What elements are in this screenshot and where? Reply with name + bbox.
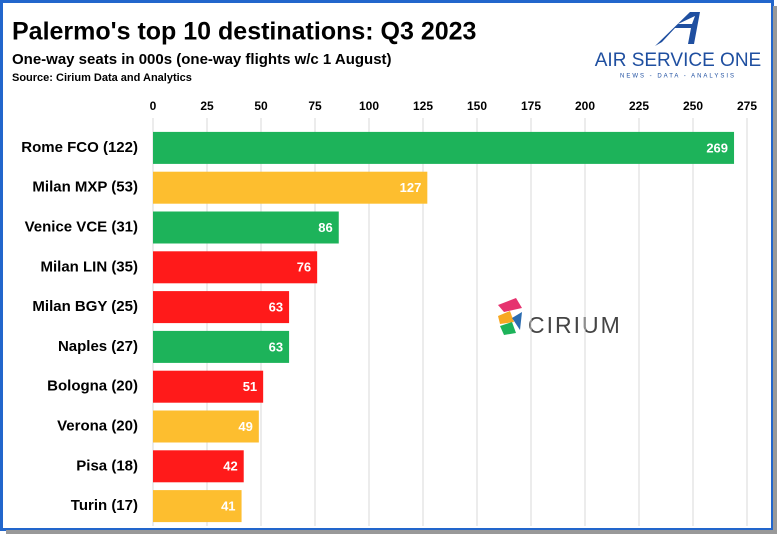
y-tick-label: Pisa (18)	[76, 457, 138, 474]
x-tick-label: 100	[359, 99, 379, 113]
x-tick-label: 50	[254, 99, 268, 113]
air-service-one-logo: AIR SERVICE ONE NEWS - DATA - ANALYSIS	[595, 12, 761, 80]
value-label: 63	[269, 339, 283, 354]
logo-mark	[498, 311, 514, 324]
logo-mark	[512, 312, 522, 330]
cirium-logo: CIRIUM	[498, 298, 622, 338]
value-label: 86	[318, 220, 332, 235]
y-tick-label: Milan MXP (53)	[32, 179, 138, 196]
logo-mark	[500, 322, 516, 335]
logo-name: AIR SERVICE ONE	[595, 50, 761, 71]
bar	[153, 211, 339, 244]
value-label: 269	[706, 140, 728, 155]
x-tick-label: 250	[683, 99, 703, 113]
x-tick-label: 125	[413, 99, 433, 113]
value-label: 76	[297, 260, 311, 275]
bar	[153, 450, 244, 483]
logo-tagline: NEWS - DATA - ANALYSIS	[620, 74, 736, 80]
logo-name: CIRIUM	[528, 312, 622, 338]
y-tick-label: Milan BGY (25)	[32, 298, 138, 315]
x-tick-label: 25	[200, 99, 214, 113]
y-tick-label: Bologna (20)	[47, 378, 138, 395]
y-tick-label: Naples (27)	[58, 338, 138, 355]
bar	[153, 251, 318, 284]
value-label: 127	[400, 180, 422, 195]
x-tick-label: 175	[521, 99, 541, 113]
x-tick-label: 200	[575, 99, 595, 113]
value-label: 63	[269, 300, 283, 315]
y-tick-label: Venice VCE (31)	[25, 218, 138, 235]
bar	[153, 291, 290, 324]
x-tick-label: 0	[150, 99, 157, 113]
bar	[153, 131, 735, 164]
x-tick-label: 75	[308, 99, 322, 113]
bar	[153, 410, 259, 443]
x-tick-label: 225	[629, 99, 649, 113]
bar	[153, 370, 264, 403]
value-label: 42	[223, 459, 237, 474]
bar	[153, 330, 290, 363]
chart-source: Source: Cirium Data and Analytics	[12, 72, 192, 84]
value-label: 49	[238, 419, 252, 434]
bar	[153, 171, 428, 204]
chart-subtitle: One-way seats in 000s (one-way flights w…	[12, 51, 392, 68]
x-tick-label: 150	[467, 99, 487, 113]
y-tick-label: Rome FCO (122)	[21, 139, 138, 156]
value-label: 51	[243, 379, 257, 394]
shadow	[6, 530, 777, 534]
value-label: 41	[221, 499, 235, 514]
y-tick-label: Milan LIN (35)	[40, 258, 138, 275]
bar	[153, 490, 242, 523]
logo-mark	[655, 12, 700, 46]
x-tick-label: 275	[737, 99, 757, 113]
y-tick-label: Verona (20)	[57, 417, 138, 434]
chart-title: Palermo's top 10 destinations: Q3 2023	[12, 18, 476, 46]
logo-mark	[498, 298, 522, 312]
shadow	[773, 6, 777, 534]
y-tick-label: Turin (17)	[71, 497, 138, 514]
